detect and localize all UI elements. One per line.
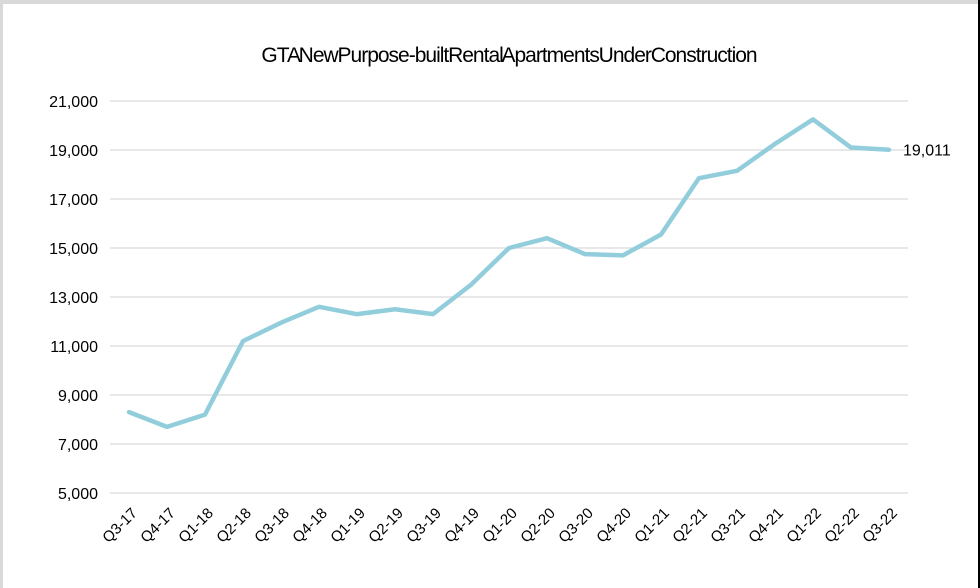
chart-title: GTA New Purpose-built Rental Apartments … bbox=[261, 44, 757, 67]
x-tick-label: Q4-20 bbox=[593, 505, 635, 547]
y-tick-label: 11,000 bbox=[50, 339, 98, 356]
x-tick-label: Q4-21 bbox=[745, 505, 787, 547]
x-tick-label: Q1-18 bbox=[175, 505, 217, 547]
window-edge-left bbox=[0, 0, 3, 588]
x-tick-label: Q1-19 bbox=[327, 505, 369, 547]
x-tick-label: Q1-22 bbox=[783, 505, 825, 547]
x-tick-label: Q4-19 bbox=[441, 505, 483, 547]
x-tick-label: Q2-20 bbox=[517, 505, 559, 547]
y-tick-label: 15,000 bbox=[49, 241, 98, 258]
x-tick-label: Q2-18 bbox=[213, 505, 255, 547]
y-tick-label: 9,000 bbox=[58, 388, 98, 405]
y-tick-label: 19,000 bbox=[49, 143, 98, 160]
x-tick-label: Q2-22 bbox=[821, 505, 863, 547]
x-tick-label: Q3-20 bbox=[555, 505, 597, 547]
data-series-line bbox=[126, 117, 892, 430]
x-tick-label: Q1-20 bbox=[479, 505, 521, 547]
x-tick-label: Q1-21 bbox=[631, 505, 673, 547]
y-tick-label: 5,000 bbox=[58, 486, 98, 503]
y-tick-label: 13,000 bbox=[49, 290, 98, 307]
x-tick-label: Q3-21 bbox=[707, 505, 749, 547]
x-tick-label: Q4-18 bbox=[289, 505, 331, 547]
x-tick-label: Q3-18 bbox=[251, 505, 293, 547]
y-tick-label: 17,000 bbox=[49, 192, 98, 209]
x-tick-label: Q4-17 bbox=[137, 505, 179, 547]
y-tick-label: 7,000 bbox=[58, 437, 98, 454]
end-value-label: 19,011 bbox=[903, 143, 951, 160]
window-edge-top bbox=[0, 0, 980, 4]
x-tick-label: Q3-19 bbox=[403, 505, 445, 547]
x-tick-label: Q3-22 bbox=[859, 505, 901, 547]
x-tick-label: Q3-17 bbox=[99, 505, 141, 547]
x-tick-label: Q2-21 bbox=[669, 505, 711, 547]
window-edge-right bbox=[978, 0, 980, 588]
x-tick-label: Q2-19 bbox=[365, 505, 407, 547]
y-tick-label: 21,000 bbox=[49, 94, 98, 111]
